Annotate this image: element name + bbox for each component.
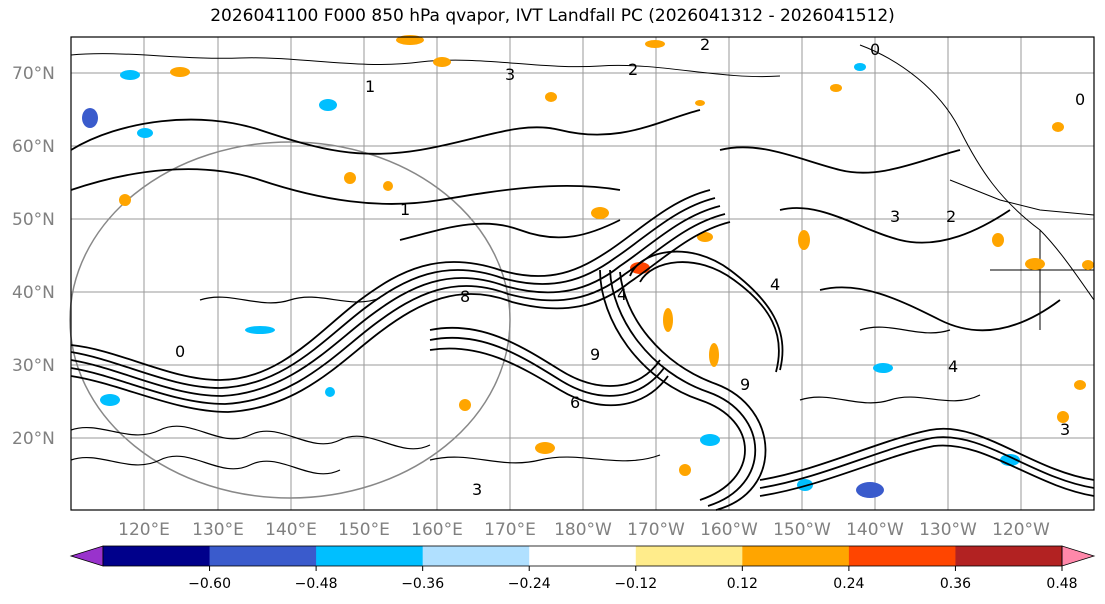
- colorbar-tick-label: −0.36: [401, 576, 444, 592]
- contour-label: 3: [890, 207, 900, 226]
- lon-label: 120°E: [118, 520, 170, 540]
- lon-label: 130°W: [919, 520, 977, 540]
- contour-label: 0: [1075, 90, 1085, 109]
- lon-label: 150°W: [773, 520, 831, 540]
- contour-labels: 2 2 0 0 3 1 3 8 4 9 6 4 3 2 1 0 9 3 4: [175, 35, 1085, 499]
- tropical-contours: [70, 296, 981, 475]
- colorbar-extend-high: [1061, 545, 1096, 567]
- qvapor-anomaly-fills: [82, 35, 1094, 498]
- colorbar-tick-label: 0.36: [940, 576, 971, 592]
- colorbar-segment: [635, 546, 743, 566]
- colorbar-tick-label: −0.48: [295, 576, 338, 592]
- contour-label: 0: [175, 342, 185, 361]
- contour-label: 4: [770, 275, 780, 294]
- colorbar-extend-low: [69, 545, 104, 567]
- colorbar-segment: [422, 546, 530, 566]
- contour-label: 3: [1060, 420, 1070, 439]
- colorbar-segment: [742, 546, 850, 566]
- colorbar-tick-label: −0.12: [614, 576, 657, 592]
- contour-label: 4: [948, 357, 958, 376]
- lon-label: 170°E: [484, 520, 536, 540]
- latitude-axis: 70°N 60°N 50°N 40°N 30°N 20°N: [12, 64, 55, 449]
- lat-label: 40°N: [12, 283, 55, 303]
- contour-label: 9: [740, 375, 750, 394]
- contour-label: 8: [460, 287, 470, 306]
- region-outline: [69, 141, 511, 499]
- colorbar-segment: [529, 546, 637, 566]
- contour-label: 3: [472, 480, 482, 499]
- map-title: 2026041100 F000 850 hPa qvapor, IVT Land…: [210, 6, 895, 26]
- contour-label: 4: [617, 285, 627, 304]
- lon-label: 150°E: [338, 520, 390, 540]
- lat-label: 60°N: [12, 137, 55, 157]
- colorbar-tick-label: 0.12: [727, 576, 758, 592]
- lon-label: 120°W: [992, 520, 1050, 540]
- contour-label: 9: [590, 345, 600, 364]
- lon-label: 140°W: [846, 520, 904, 540]
- contour-label: 0: [870, 40, 880, 59]
- lon-label: 130°E: [192, 520, 244, 540]
- lon-label: 160°W: [700, 520, 758, 540]
- colorbar-segment: [848, 546, 956, 566]
- colorbar-tick-label: −0.24: [508, 576, 551, 592]
- lat-label: 30°N: [12, 356, 55, 376]
- contour-label: 6: [570, 393, 580, 412]
- contour-label: 2: [946, 207, 956, 226]
- ivt-contours: [70, 109, 1095, 511]
- colorbar-tick-label: −0.60: [188, 576, 231, 592]
- lon-label: 180°W: [554, 520, 612, 540]
- lon-label: 160°E: [411, 520, 463, 540]
- colorbar-segment: [103, 546, 211, 566]
- map-plot-area[interactable]: 2 2 0 0 3 1 3 8 4 9 6 4 3 2 1 0 9 3 4: [69, 35, 1095, 511]
- contour-label: 1: [400, 200, 410, 219]
- contour-label: 2: [700, 35, 710, 54]
- lat-label: 50°N: [12, 210, 55, 230]
- lat-label: 20°N: [12, 429, 55, 449]
- colorbar-tick-label: 0.48: [1046, 576, 1077, 592]
- colorbar-segment: [955, 546, 1063, 566]
- colorbar-segment: [209, 546, 317, 566]
- lon-label: 140°E: [265, 520, 317, 540]
- colorbar-frame: [102, 545, 1063, 567]
- colorbar: −0.60 −0.48 −0.36 −0.24 −0.12 0.12 0.24 0.36 0.4…: [69, 545, 1096, 592]
- map-frame: [70, 36, 1095, 511]
- longitude-axis: 120°E 130°E 140°E 150°E 160°E 170°E 180°…: [118, 520, 1050, 540]
- contour-label: 1: [365, 77, 375, 96]
- lat-label: 70°N: [12, 64, 55, 84]
- coastlines: [70, 44, 1095, 330]
- colorbar-segment: [316, 546, 424, 566]
- contour-label: 2: [628, 60, 638, 79]
- colorbar-tick-label: 0.24: [833, 576, 864, 592]
- contour-label: 3: [505, 65, 515, 84]
- lon-label: 170°W: [627, 520, 685, 540]
